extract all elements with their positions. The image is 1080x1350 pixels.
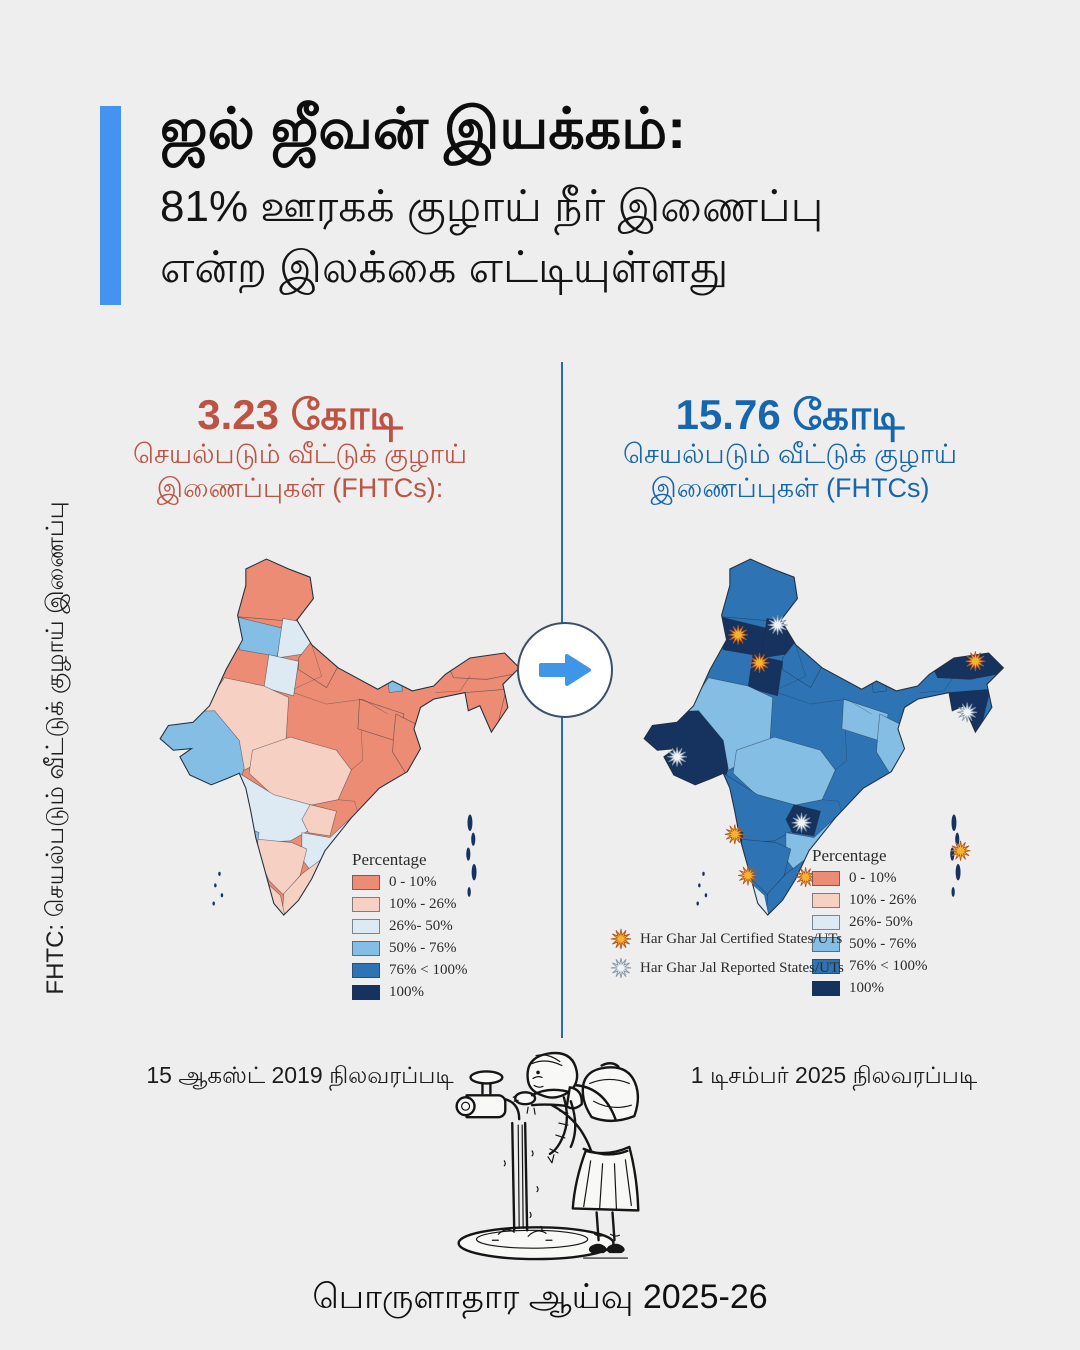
legend-swatch (352, 963, 380, 978)
legend-swatch (352, 941, 380, 956)
legend-swatch (812, 959, 840, 974)
legend-label: 76% < 100% (849, 958, 928, 974)
right-panel-label-1: செயல்படும் வீட்டுக் குழாய் (623, 439, 957, 470)
legend-row: 0 - 10% (812, 870, 927, 887)
har-ghar-jal-marker-key: Har Ghar Jal Certified States/UTs Har Gh… (610, 928, 844, 986)
legend-title: Percentage (352, 850, 427, 869)
legend-label: 0 - 10% (389, 874, 437, 890)
right-panel-value: 15.76 கோடி (675, 391, 905, 438)
legend-2025: Percentage 0 - 10% 10% - 26% 26%- 50% 50… (812, 846, 927, 1002)
legend-row: 76% < 100% (352, 962, 467, 979)
right-map-date-note: 1 டிசம்பர் 2025 நிலவரப்படி (690, 1062, 978, 1088)
legend-row: 50% - 76% (812, 936, 927, 953)
legend-row: 50% - 76% (352, 940, 467, 957)
certified-marker-label: Har Ghar Jal Certified States/UTs (640, 930, 843, 947)
legend-swatch (352, 919, 380, 934)
legend-label: 50% - 76% (849, 936, 917, 952)
legend-row: 26%- 50% (352, 918, 467, 935)
india-map-2025 (598, 516, 1010, 968)
left-panel-label-1: செயல்படும் வீட்டுக் குழாய் (133, 439, 467, 470)
legend-label: 50% - 76% (389, 940, 457, 956)
subtitle-line-1: 81% ஊரகக் குழாய் நீர் இணைப்பு (160, 182, 824, 231)
girl-drinking-water-illustration (424, 1002, 664, 1270)
left-panel-heading: 3.23 கோடி செயல்படும் வீட்டுக் குழாய் இணை… (110, 391, 490, 506)
marker-row-reported: Har Ghar Jal Reported States/UTs (610, 957, 844, 979)
legend-row: 100% (812, 980, 927, 997)
certified-star-icon (610, 928, 632, 950)
legend-label: 26%- 50% (389, 918, 453, 934)
source-text: பொருளாதார ஆய்வு 2025-26 (312, 1278, 768, 1316)
legend-row: 10% - 26% (352, 896, 467, 913)
marker-row-certified: Har Ghar Jal Certified States/UTs (610, 928, 844, 950)
legend-swatch (812, 981, 840, 996)
legend-row: 10% - 26% (812, 892, 927, 909)
legend-swatch (812, 937, 840, 952)
left-map-date-note: 15 ஆகஸ்ட் 2019 நிலவரப்படி (146, 1062, 454, 1088)
legend-row: 26%- 50% (812, 914, 927, 931)
legend-label: 10% - 26% (849, 892, 917, 908)
legend-label: 100% (389, 984, 424, 1000)
legend-row: 76% < 100% (812, 958, 927, 975)
right-panel-heading: 15.76 கோடி செயல்படும் வீட்டுக் குழாய் இண… (600, 391, 980, 506)
legend-swatch (812, 871, 840, 886)
legend-label: 100% (849, 980, 884, 996)
right-panel-label-2: இணைப்புகள் (FHTCs) (650, 472, 930, 503)
legend-row: 0 - 10% (352, 874, 467, 891)
legend-swatch (812, 893, 840, 908)
left-panel-value: 3.23 கோடி (197, 391, 403, 438)
legend-2019: Percentage 0 - 10% 10% - 26% 26%- 50% 50… (352, 850, 467, 1006)
fhtc-definition-vertical-note: FHTC: செயல்படும் வீட்டுக் குழாய் இணைப்பு (42, 501, 69, 995)
india-map-2019 (114, 516, 526, 968)
arrow-right-glyph (539, 654, 591, 686)
reported-star-icon (610, 957, 632, 979)
legend-label: 76% < 100% (389, 962, 468, 978)
legend-swatch (352, 897, 380, 912)
reported-marker-label: Har Ghar Jal Reported States/UTs (640, 959, 844, 976)
legend-swatch (352, 985, 380, 1000)
legend-label: 0 - 10% (849, 870, 897, 886)
page-title: ஜல் ஜீவன் இயக்கம்: (160, 97, 687, 161)
legend-row: 100% (352, 984, 467, 1001)
legend-label: 26%- 50% (849, 914, 913, 930)
subtitle-line-2: என்ற இலக்கை எட்டியுள்ளது (160, 243, 729, 292)
legend-swatch (812, 915, 840, 930)
legend-swatch (352, 875, 380, 890)
title-accent-bar (100, 106, 121, 305)
legend-title: Percentage (812, 846, 887, 865)
legend-label: 10% - 26% (389, 896, 457, 912)
left-panel-label-2: இணைப்புகள் (FHTCs): (156, 472, 444, 503)
arrow-right-icon (517, 622, 613, 718)
